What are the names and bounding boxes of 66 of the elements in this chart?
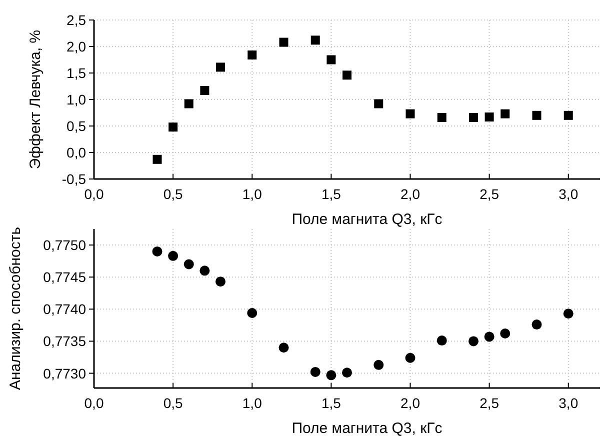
x-tick-label: 2,5 (480, 395, 500, 411)
y-tick-label: 0,7750 (43, 237, 86, 254)
x-tick-label: 2,0 (400, 186, 420, 202)
point (310, 366, 320, 377)
y-tick-label: 0,7730 (43, 365, 86, 382)
x-tick-label: 0,5 (163, 395, 184, 411)
y-tick-label: -0,5 (62, 171, 86, 187)
point (326, 370, 336, 380)
point (216, 276, 226, 287)
y-tick-label: 1,5 (66, 65, 86, 81)
point (310, 36, 320, 45)
y-tick-label: 2,0 (66, 38, 86, 54)
point (564, 110, 573, 120)
point (184, 99, 194, 108)
point (500, 109, 510, 118)
point (405, 352, 416, 363)
point (500, 328, 510, 339)
point (247, 308, 258, 318)
point (200, 266, 210, 276)
point (152, 154, 162, 164)
x-axis-title: Поле магнита Q3, кГс (292, 420, 443, 437)
point (484, 112, 494, 122)
y-axis-title: Анализир. способность (7, 226, 24, 390)
x-tick-label: 3,0 (558, 395, 578, 411)
point (168, 250, 178, 261)
x-axis-title: Поле магнита Q3, кГс (292, 211, 443, 228)
point (436, 336, 447, 346)
y-tick-label: 0,0 (66, 144, 86, 160)
x-tick-label: 0,5 (163, 186, 184, 202)
x-tick-label: 3,0 (558, 186, 578, 202)
point (374, 360, 384, 370)
x-tick-label: 0,0 (84, 186, 104, 202)
y-tick-label: 0,7735 (43, 333, 86, 350)
x-tick-label: 1,5 (321, 186, 342, 202)
point (168, 122, 178, 132)
y-axis-title: Эффект Левчука, % (27, 30, 44, 170)
point (248, 50, 257, 60)
point (184, 259, 194, 270)
point (468, 336, 478, 346)
point (342, 368, 352, 378)
point (374, 99, 384, 108)
x-tick-label: 2,0 (400, 395, 420, 411)
point (532, 110, 542, 120)
y-tick-label: 1,0 (66, 92, 86, 108)
x-tick-label: 2,5 (480, 186, 500, 202)
point (326, 55, 336, 64)
point (563, 308, 574, 319)
point (200, 86, 210, 95)
point (484, 332, 494, 342)
point (406, 109, 415, 118)
point (152, 246, 162, 256)
y-tick-label: 0,7745 (43, 269, 86, 286)
point (278, 342, 289, 353)
x-tick-label: 1,5 (321, 395, 342, 411)
point (279, 38, 288, 47)
point (532, 320, 542, 330)
point (216, 62, 225, 72)
point (437, 113, 446, 122)
x-tick-label: 1,0 (242, 395, 262, 411)
x-tick-label: 0,0 (84, 395, 104, 411)
y-tick-label: 0,7740 (43, 301, 86, 318)
point (342, 70, 352, 80)
x-tick-label: 1,0 (242, 186, 262, 202)
y-tick-label: 2,5 (66, 12, 86, 28)
y-tick-label: 0,5 (66, 118, 86, 134)
point (469, 113, 478, 122)
